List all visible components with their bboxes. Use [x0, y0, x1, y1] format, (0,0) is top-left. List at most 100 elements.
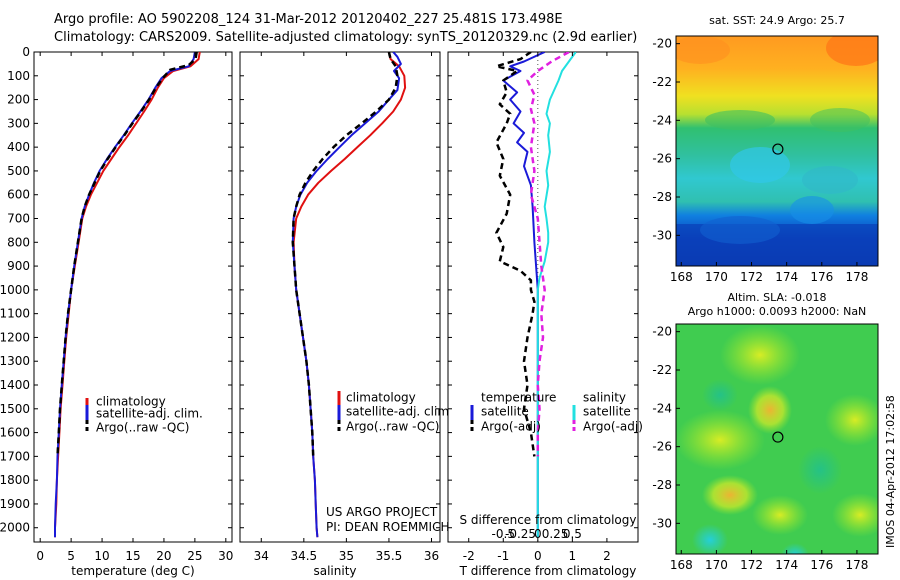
- m2-xtick-label: 172: [740, 558, 763, 572]
- m2-ytick-label: -24: [652, 401, 672, 415]
- t-xtick-label: 0: [36, 549, 44, 563]
- salinity-legend-satellite: satellite-adj. clim.: [346, 405, 453, 419]
- sla-map-title-line2: Argo h1000: 0.0093 h2000: NaN: [688, 305, 867, 318]
- m1-ytick-label: -24: [652, 113, 672, 127]
- salinity-legend: climatology satellite-adj. clim. Argo(..…: [337, 391, 453, 434]
- salinity-panel: 34 34.5 35 35.5 36 salinity climatology sate…: [239, 51, 453, 578]
- difference-legend-sal-satellite: satellite: [583, 405, 631, 419]
- project-note-line1: US ARGO PROJECT: [326, 505, 438, 519]
- m1-xtick-label: 170: [705, 270, 728, 284]
- difference-legend-temp-argo: Argo(-adj): [481, 420, 541, 434]
- d-xtick-label: 2: [603, 549, 611, 563]
- m2-ytick-label: -28: [652, 478, 672, 492]
- depth-ytick-label: 2000: [0, 521, 30, 535]
- m1-xtick-label: 168: [670, 270, 693, 284]
- salinity-xlabel: salinity: [313, 564, 356, 578]
- depth-ytick-label: 500: [7, 164, 30, 178]
- temperature-legend-climatology: climatology: [96, 395, 166, 409]
- temperature-legend-satellite: satellite-adj. clim.: [96, 407, 203, 421]
- m1-ytick-label: -28: [652, 190, 672, 204]
- difference-panel: -2 -1 0 1 2-0.5-0.250 0.250.5 S difference fr…: [447, 51, 643, 578]
- temperature-legend-argo: Argo(..raw -QC): [96, 421, 189, 435]
- m1-ytick-label: -30: [652, 228, 672, 242]
- depth-ytick-label: 1200: [0, 330, 30, 344]
- difference-legend-temp-satellite: satellite: [481, 405, 529, 419]
- salinity-axes-box: [239, 51, 441, 543]
- m1-ytick-label: -22: [652, 75, 672, 89]
- salinity-legend-climatology: climatology: [346, 391, 416, 405]
- sst-map-panel: sat. SST: 24.9 Argo: 25.7 168 170 172 174 17…: [652, 14, 879, 284]
- d-series-1: [495, 52, 536, 457]
- t-xtick-label: 20: [156, 549, 171, 563]
- m2-xtick-label: 168: [670, 558, 693, 572]
- depth-ytick-label: 800: [7, 235, 30, 249]
- t-xtick-label: 15: [125, 549, 140, 563]
- figure-title-line1: Argo profile: AO 5902208_124 31-Mar-2012…: [54, 12, 563, 27]
- m2-ytick-label: -26: [652, 440, 672, 454]
- depth-ytick-label: 1800: [0, 473, 30, 487]
- sla-map-panel: Altim. SLA: -0.018 Argo h1000: 0.0093 h2…: [652, 291, 879, 572]
- project-note-line2: PI: DEAN ROEMMICH: [326, 520, 449, 534]
- t-xtick-label: 10: [94, 549, 109, 563]
- depth-ytick-label: 100: [7, 69, 30, 83]
- t-series-2: [56, 52, 198, 457]
- difference-top-tick-label: 0.25: [542, 527, 569, 541]
- d-series-0: [502, 52, 546, 538]
- timestamp-side-label: IMOS 04-Apr-2012 17:02:58: [884, 395, 897, 548]
- sst-map-image: [676, 36, 878, 266]
- difference-top-tick-label: -0.25: [505, 527, 536, 541]
- s-xtick-label: 35: [339, 549, 354, 563]
- salinity-legend-argo: Argo(..raw -QC): [346, 420, 439, 434]
- d-xtick-label: -2: [463, 549, 475, 563]
- sla-map-argo-marker: [772, 431, 784, 443]
- m2-ytick-label: -20: [652, 325, 672, 339]
- difference-top-xlabel: S difference from climatology: [460, 513, 637, 527]
- m1-ytick-label: -20: [652, 37, 672, 51]
- difference-legend-sal-argo: Argo(-adj): [583, 420, 643, 434]
- s-xtick-label: 35.5: [376, 549, 403, 563]
- depth-ytick-label: 400: [7, 140, 30, 154]
- sst-map-title: sat. SST: 24.9 Argo: 25.7: [709, 14, 845, 27]
- difference-legend: temperature salinity satellite Argo(-adj…: [470, 391, 643, 434]
- m2-xtick-label: 174: [775, 558, 798, 572]
- difference-xlabel: T difference from climatology: [459, 564, 637, 578]
- t-xtick-label: 5: [67, 549, 75, 563]
- d-series-3: [526, 52, 570, 457]
- depth-ytick-label: 1300: [0, 354, 30, 368]
- m1-ytick-label: -26: [652, 152, 672, 166]
- depth-ytick-label: 300: [7, 116, 30, 130]
- difference-legend-title-temperature: temperature: [481, 391, 556, 405]
- depth-ytick-label: 1400: [0, 378, 30, 392]
- d-series-2: [536, 52, 577, 538]
- depth-ytick-label: 1500: [0, 402, 30, 416]
- figure-title-line2: Climatology: CARS2009. Satellite-adjuste…: [54, 30, 638, 45]
- difference-top-tick-label: 0.5: [563, 527, 582, 541]
- m2-ytick-label: -30: [652, 516, 672, 530]
- d-xtick-label: -1: [497, 549, 509, 563]
- temperature-xlabel: temperature (deg C): [71, 564, 194, 578]
- s-series-2: [291, 52, 399, 457]
- m1-xtick-label: 174: [775, 270, 798, 284]
- m1-xtick-label: 172: [740, 270, 763, 284]
- difference-legend-title-salinity: salinity: [583, 391, 626, 405]
- temperature-axes-box: [33, 51, 233, 543]
- d-xtick-label: 0: [534, 549, 542, 563]
- m1-xtick-label: 176: [810, 270, 833, 284]
- depth-ytick-label: 1700: [0, 449, 30, 463]
- t-xtick-label: 30: [218, 549, 233, 563]
- depth-ytick-label: 0: [22, 45, 30, 59]
- temperature-panel: 0 5 10 15 20 25 300100200300400500600700800900…: [0, 45, 233, 578]
- s-xtick-label: 34: [254, 549, 269, 563]
- sst-map-frame: [675, 35, 879, 267]
- depth-ytick-label: 600: [7, 188, 30, 202]
- m2-xtick-label: 178: [845, 558, 868, 572]
- difference-top-tick-label: 0: [534, 527, 542, 541]
- m2-xtick-label: 170: [705, 558, 728, 572]
- m2-ytick-label: -22: [652, 363, 672, 377]
- difference-top-tick-label: -0.5: [492, 527, 515, 541]
- depth-ytick-label: 1900: [0, 497, 30, 511]
- depth-ytick-label: 200: [7, 93, 30, 107]
- temperature-legend: climatology satellite-adj. clim. Argo(..…: [85, 395, 203, 435]
- s-xtick-label: 34.5: [290, 549, 317, 563]
